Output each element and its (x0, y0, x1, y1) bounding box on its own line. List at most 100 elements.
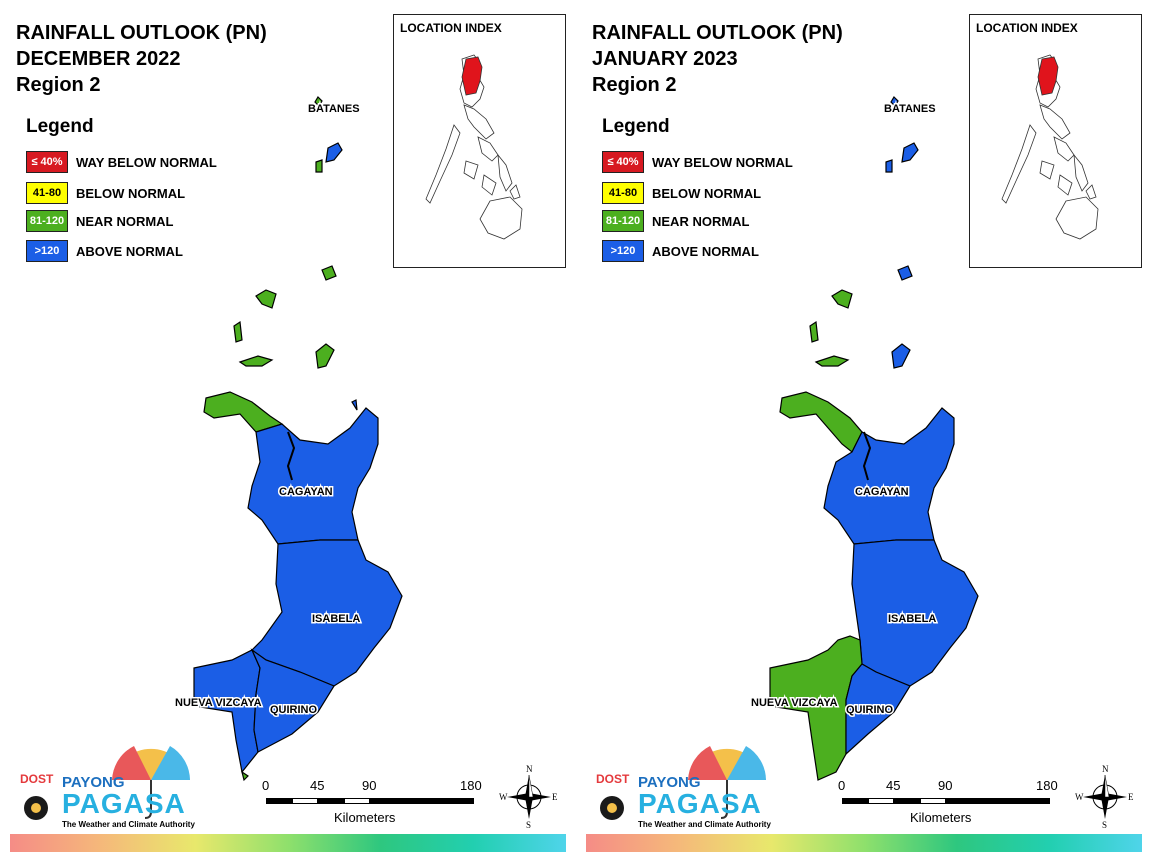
inset-title: LOCATION INDEX (400, 21, 502, 35)
footer-gradient-bar (586, 834, 1142, 852)
map-title: RAINFALL OUTLOOK (PN) DECEMBER 2022 Regi… (16, 20, 267, 98)
nueva-vizcaya-province (193, 649, 261, 774)
map-title: RAINFALL OUTLOOK (PN) JANUARY 2023 Regio… (592, 20, 843, 98)
cagayan-northwest (779, 391, 863, 453)
svg-text:W: W (1075, 792, 1084, 802)
babuyan-island (255, 289, 277, 309)
payong-pagasa-logo: DOST PAYONG PAGASA The Weather and Clima… (590, 740, 771, 832)
legend-label: NEAR NORMAL (76, 213, 174, 229)
logo-dost: DOST (20, 772, 54, 786)
title-line-3: Region 2 (16, 74, 101, 96)
scale-unit: Kilometers (910, 810, 972, 825)
legend-item-near: 81-120 NEAR NORMAL (602, 209, 750, 233)
legend-label: BELOW NORMAL (76, 185, 186, 201)
quirino-province (250, 648, 335, 753)
payong-pagasa-logo: DOST PAYONG PAGASA The Weather and Clima… (14, 740, 195, 832)
svg-text:E: E (1128, 792, 1134, 802)
legend-label: WAY BELOW NORMAL (652, 154, 793, 170)
title-line-2: JANUARY 2023 (592, 48, 738, 70)
title-line-2: DECEMBER 2022 (16, 48, 181, 70)
map-panel-january: RAINFALL OUTLOOK (PN) JANUARY 2023 Regio… (576, 0, 1152, 864)
legend-title: Legend (26, 116, 94, 137)
batanes-island-south (901, 142, 919, 163)
scale-tick: 180 (1036, 778, 1058, 793)
title-line-1: RAINFALL OUTLOOK (PN) (16, 22, 267, 44)
legend-label: ABOVE NORMAL (76, 243, 183, 259)
babuyan-island (831, 289, 853, 309)
scale-unit: Kilometers (334, 810, 396, 825)
batanes-island (315, 159, 323, 173)
batanes-island (890, 96, 899, 107)
legend-swatch: 41-80 (602, 182, 644, 204)
legend-item-near: 81-120 NEAR NORMAL (26, 209, 174, 233)
legend-item-above: >120 ABOVE NORMAL (26, 239, 183, 263)
inset-title: LOCATION INDEX (976, 21, 1078, 35)
babuyan-island (897, 265, 913, 281)
scale-tick: 45 (886, 778, 901, 793)
label-nueva-vizcaya: NUEVA VIZCAYA (751, 697, 838, 709)
label-isabela: ISABELA (312, 613, 360, 625)
logo-tagline: The Weather and Climate Authority (62, 820, 195, 829)
footer-gradient-bar (10, 834, 566, 852)
cagayan-northwest (203, 391, 284, 433)
legend-swatch: 81-120 (602, 210, 644, 232)
umbrella-logo-icon (24, 746, 190, 820)
babuyan-island (238, 355, 274, 367)
logo-payong: PAYONG (638, 774, 701, 791)
logo-payong: PAYONG (62, 774, 125, 791)
scale-tick: 45 (310, 778, 325, 793)
legend-title: Legend (602, 116, 670, 137)
scale-bar: 0 45 90 180 Kilometers (262, 778, 492, 828)
map-panel-december: RAINFALL OUTLOOK (PN) DECEMBER 2022 Regi… (10, 14, 566, 852)
legend-item-above: >120 ABOVE NORMAL (602, 239, 759, 263)
babuyan-island (233, 320, 243, 343)
babuyan-island (891, 343, 911, 369)
scale-tick: 0 (838, 778, 846, 793)
logo-dost: DOST (596, 772, 630, 786)
legend-item-way-below: ≤ 40% WAY BELOW NORMAL (26, 150, 217, 174)
philippines-outline-map (425, 54, 523, 240)
isabela-province (251, 539, 403, 687)
scale-tick: 90 (938, 778, 953, 793)
label-cagayan: CAGAYAN (279, 486, 333, 498)
label-batanes: BATANES (884, 103, 936, 115)
scale-tick: 90 (362, 778, 377, 793)
legend-label: WAY BELOW NORMAL (76, 154, 217, 170)
legend-swatch: ≤ 40% (602, 151, 644, 173)
label-cagayan: CAGAYAN (855, 486, 909, 498)
legend-swatch: 81-120 (26, 210, 68, 232)
logo-tagline: The Weather and Climate Authority (638, 820, 771, 829)
region-2-map: BATANES CAGAYAN ISABELA NUEVA VIZCAYA QU… (174, 96, 403, 782)
location-index-inset: LOCATION INDEX (969, 14, 1142, 268)
babuyan-island (809, 320, 819, 343)
legend-label: ABOVE NORMAL (652, 243, 759, 259)
legend-label: NEAR NORMAL (652, 213, 750, 229)
scale-bar: 0 45 90 180 Kilometers (838, 778, 1068, 828)
title-line-3: Region 2 (592, 74, 677, 96)
umbrella-logo-icon (600, 746, 766, 820)
scale-tick: 0 (262, 778, 270, 793)
label-batanes: BATANES (308, 103, 360, 115)
region-2-highlight (461, 56, 483, 96)
label-quirino: QUIRINO (270, 704, 318, 716)
title-line-1: RAINFALL OUTLOOK (PN) (592, 22, 843, 44)
legend-item-below: 41-80 BELOW NORMAL (602, 181, 761, 205)
location-index-inset: LOCATION INDEX (393, 14, 566, 268)
babuyan-island (315, 343, 335, 369)
compass-rose-icon: N S W E (1074, 762, 1138, 830)
legend-swatch: >120 (602, 240, 644, 262)
region-2-map: BATANES CAGAYAN ISABELA NUEVA VIZCAYA QU… (750, 96, 979, 781)
svg-text:W: W (499, 792, 508, 802)
legend-swatch: >120 (26, 240, 68, 262)
svg-text:S: S (526, 820, 531, 830)
logo-pagasa: PAGASA (638, 788, 762, 819)
quirino-province (845, 663, 911, 756)
logo-pagasa: PAGASA (62, 788, 186, 819)
scale-tick: 180 (460, 778, 482, 793)
legend-swatch: 41-80 (26, 182, 68, 204)
svg-text:S: S (1102, 820, 1107, 830)
svg-text:E: E (552, 792, 558, 802)
legend-label: BELOW NORMAL (652, 185, 762, 201)
legend-swatch: ≤ 40% (26, 151, 68, 173)
svg-text:N: N (1102, 764, 1109, 774)
